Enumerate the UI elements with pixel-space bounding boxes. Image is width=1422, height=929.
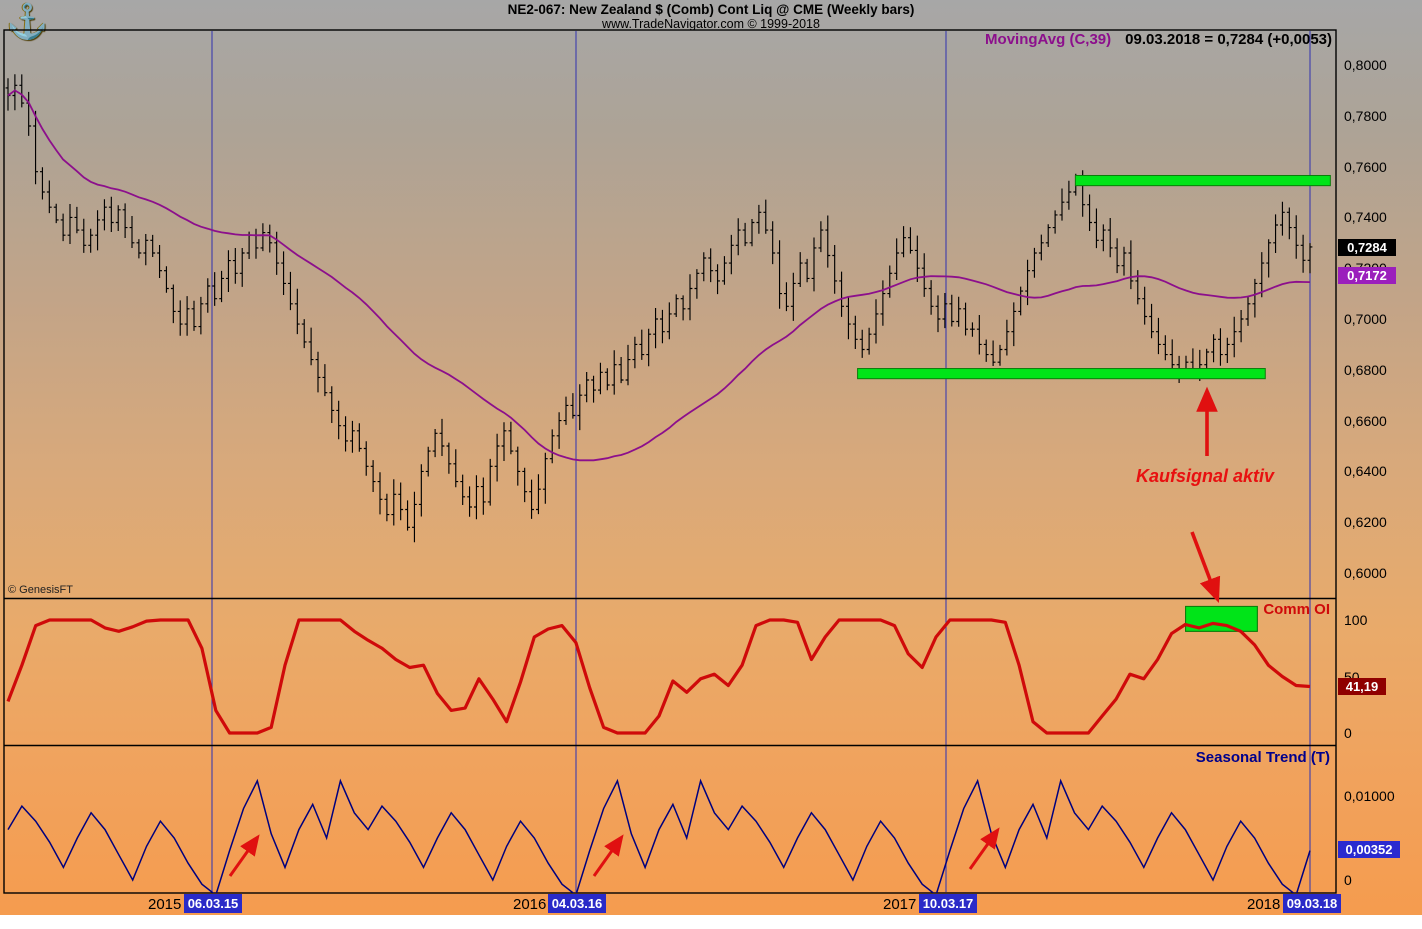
comm-oi-panel-title: Comm OI: [1263, 601, 1330, 618]
chart-subtitle: www.TradeNavigator.com © 1999-2018: [602, 17, 820, 31]
chart-title: NE2-067: New Zealand $ (Comb) Cont Liq @…: [507, 2, 915, 17]
year-label-2015: 2015: [148, 896, 182, 913]
axis-tick-label: 0,6400: [1344, 463, 1387, 480]
axis-tick-label: 0,6200: [1344, 514, 1387, 531]
axis-tick-label: 0,6600: [1344, 412, 1387, 429]
last-price-badge: 0,7284: [1338, 239, 1396, 256]
axis-tick-label: 0: [1344, 872, 1352, 888]
axis-tick-label: 0,7800: [1344, 107, 1387, 124]
axis-tick-label: 0,6800: [1344, 361, 1387, 378]
axis-tick-label: 0: [1344, 725, 1352, 741]
year-label-2018: 2018: [1247, 896, 1281, 913]
indicator-readout: MovingAvg (C,39) 09.03.2018 = 0,7284 (+0,…: [985, 31, 1332, 48]
axis-tick-label: 0,7400: [1344, 209, 1387, 226]
quote-text: 09.03.2018 = 0,7284 (+0,0053): [1125, 31, 1332, 48]
year-label-2017: 2017: [883, 896, 917, 913]
seasonal-panel-title: Seasonal Trend (T): [1195, 749, 1330, 766]
year-label-2016: 2016: [513, 896, 547, 913]
moving-avg-label: MovingAvg (C,39): [985, 31, 1112, 48]
date-badge-09-03-18: 09.03.18: [1283, 894, 1341, 913]
axis-tick-label: 0,6000: [1344, 565, 1387, 581]
comm-oi-badge: 41,19: [1338, 678, 1386, 695]
moving-avg-badge: 0,7172: [1338, 267, 1396, 284]
axis-tick-label: 100: [1344, 612, 1368, 628]
genesis-watermark: © GenesisFT: [8, 584, 73, 596]
axis-tick-label: 0,7000: [1344, 311, 1387, 327]
date-badge-04-03-16: 04.03.16: [548, 894, 606, 913]
anchor-icon trade-navigator-logo: ⚓: [6, 3, 49, 41]
axis-tick-label: 0,8000: [1344, 57, 1387, 73]
axis-tick-label: 0,01000: [1344, 788, 1395, 804]
kaufsignal-annotation: Kaufsignal aktiv: [1135, 466, 1275, 486]
status-strip: Copyright by Zyxa: [0, 915, 1422, 929]
axis-tick-label: 0,7600: [1344, 158, 1387, 175]
date-badge-06-03-15: 06.03.15: [184, 894, 242, 913]
seasonal-badge: 0,00352: [1338, 841, 1400, 858]
date-badge-10-03-17: 10.03.17: [919, 894, 977, 913]
